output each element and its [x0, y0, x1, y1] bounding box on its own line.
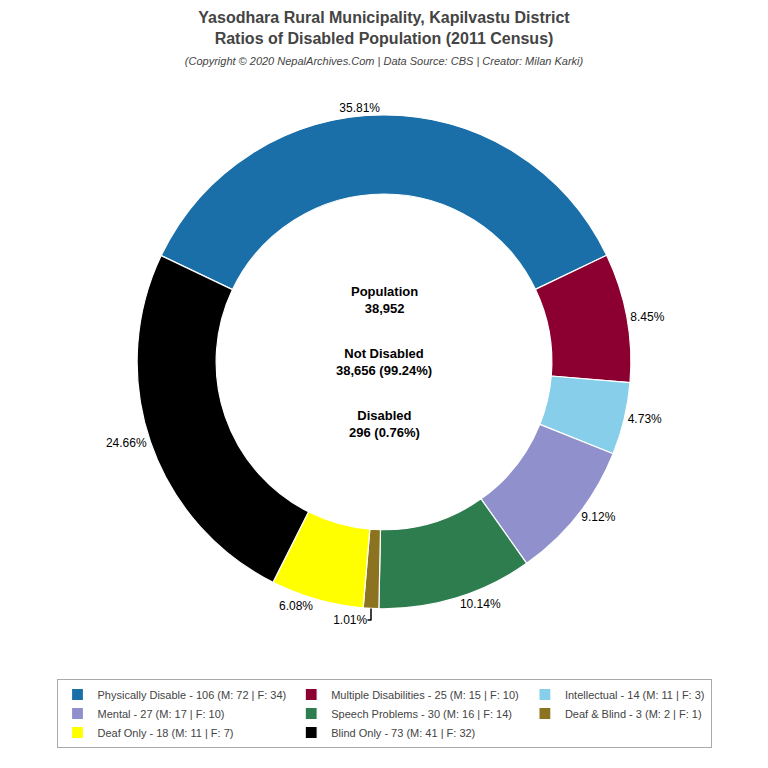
svg-text:35.81%: 35.81% [339, 101, 380, 115]
svg-text:Disabled296 (0.76%): Disabled296 (0.76%) [349, 408, 420, 440]
svg-text:Mental - 27 (M: 17 | F: 10): Mental - 27 (M: 17 | F: 10) [98, 708, 225, 720]
svg-text:Intellectual - 14 (M: 11 | F:: Intellectual - 14 (M: 11 | F: 3) [565, 689, 705, 701]
svg-text:Yasodhara Rural Municipality,: Yasodhara Rural Municipality, Kapilvastu… [185, 9, 584, 67]
svg-text:10.14%: 10.14% [460, 597, 501, 611]
svg-text:6.08%: 6.08% [279, 599, 313, 613]
svg-text:1.01%: 1.01% [333, 613, 367, 627]
svg-text:Deaf & Blind - 3 (M: 2 | F: 1): Deaf & Blind - 3 (M: 2 | F: 1) [565, 708, 702, 720]
svg-text:Blind Only - 73 (M: 41 | F: 32: Blind Only - 73 (M: 41 | F: 32) [331, 727, 475, 739]
svg-text:24.66%: 24.66% [106, 436, 147, 450]
svg-text:Physically Disable - 106 (M: 7: Physically Disable - 106 (M: 72 | F: 34) [98, 689, 287, 701]
svg-text:9.12%: 9.12% [581, 510, 615, 524]
svg-text:Deaf Only - 18 (M: 11 | F: 7): Deaf Only - 18 (M: 11 | F: 7) [98, 727, 234, 739]
svg-text:Multiple Disabilities - 25 (M:: Multiple Disabilities - 25 (M: 15 | F: 1… [331, 689, 518, 701]
svg-text:4.73%: 4.73% [628, 412, 662, 426]
svg-text:8.45%: 8.45% [630, 310, 664, 324]
svg-text:Population38,952: Population38,952 [351, 284, 418, 316]
svg-text:Speech Problems - 30 (M: 16 |: Speech Problems - 30 (M: 16 | F: 14) [331, 708, 512, 720]
svg-text:Not Disabled38,656 (99.24%): Not Disabled38,656 (99.24%) [336, 346, 432, 378]
